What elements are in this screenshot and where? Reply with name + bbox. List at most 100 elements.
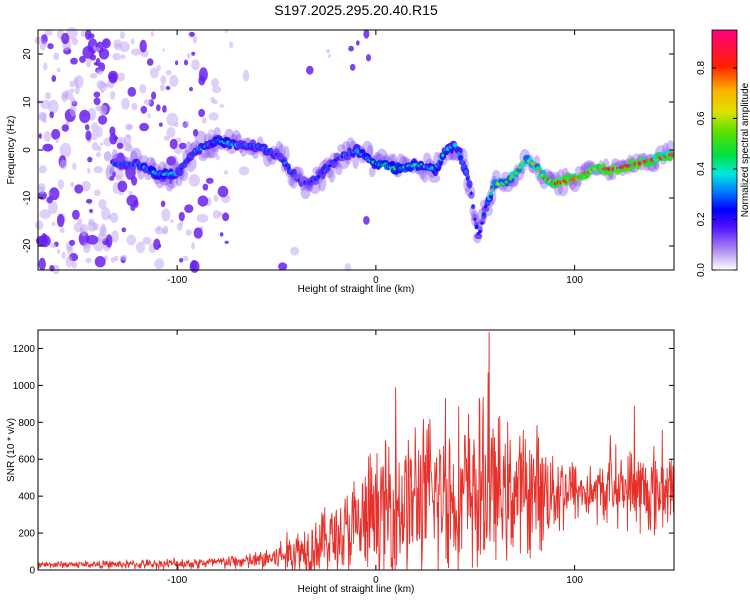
- spectrogram-noise-blob: [219, 104, 225, 108]
- spectrogram-noise-blob: [202, 183, 209, 191]
- spectrogram-noise-blob: [72, 162, 77, 170]
- spectrogram-ridge-core: [465, 176, 470, 181]
- snr-x-tick-label: 100: [566, 575, 583, 586]
- spectrogram-y-axis-label: Frequency (Hz): [6, 116, 17, 185]
- spectrogram-y-tick-label: -10: [22, 190, 33, 205]
- spectrogram-noise-blob: [112, 171, 116, 178]
- spectrogram-noise-blob: [162, 228, 168, 235]
- spectrogram-noise-blob: [53, 52, 60, 61]
- colorbar-gradient: [711, 29, 738, 271]
- spectrogram-noise-blob: [72, 209, 80, 220]
- spectrogram-noise-blob: [196, 213, 209, 223]
- snr-series-line: [37, 331, 675, 571]
- spectrogram-noise-blob: [80, 30, 86, 37]
- spectrogram-ridge-core: [491, 187, 494, 191]
- spectrogram-noise-blob: [65, 255, 73, 268]
- spectrogram-noise-blob: [169, 179, 173, 184]
- snr-y-tick-label: 0: [29, 566, 35, 577]
- spectrogram-ridge-halo: [103, 151, 112, 162]
- spectrogram-ridge-halo: [200, 149, 211, 159]
- spectrogram-ridge-halo: [175, 176, 183, 187]
- spectrogram-noise-blob: [46, 196, 53, 204]
- spectrogram-noise-blob: [82, 242, 90, 249]
- spectrogram-noise-blob: [110, 257, 116, 263]
- spectrogram-noise-blob: [160, 84, 165, 92]
- spectrogram-noise-blob: [146, 58, 154, 66]
- spectrogram-noise-blob: [95, 152, 102, 158]
- spectrogram-ridge-outer: [468, 191, 475, 199]
- spectrogram-noise-blob: [56, 213, 65, 228]
- spectrogram-noise-blob: [78, 231, 90, 246]
- spectrogram-noise-blob: [69, 239, 76, 246]
- spectrogram-x-tick-label: 100: [566, 275, 583, 286]
- spectrogram-noise-blob: [163, 135, 170, 141]
- spectrogram-ridge-outer: [474, 233, 483, 240]
- spectrogram-ridge-core: [474, 224, 479, 230]
- spectrogram-noise-blob: [328, 53, 331, 59]
- spectrogram-noise-blob: [130, 38, 135, 45]
- spectrogram-noise-blob: [111, 230, 119, 243]
- spectrogram-noise-blob: [102, 38, 111, 49]
- spectrogram-noise-blob: [89, 54, 97, 61]
- spectrogram-noise-blob: [48, 99, 59, 114]
- spectrogram-noise-blob: [176, 222, 183, 231]
- spectrogram-noise-blob: [191, 51, 196, 56]
- spectrogram-noise-blob: [98, 104, 108, 115]
- spectrogram-noise-blob: [128, 190, 133, 196]
- spectrogram-noise-blob: [222, 212, 230, 222]
- spectrogram-noise-blob: [156, 104, 161, 112]
- spectrogram-ridge-outer: [536, 166, 543, 172]
- spectrogram-noise-blob: [133, 200, 139, 208]
- spectrogram-noise-blob: [39, 209, 51, 219]
- spectrogram-noise-blob: [59, 159, 67, 170]
- spectrogram-ridge-core: [468, 183, 471, 189]
- spectrogram-noise-blob: [161, 208, 171, 222]
- spectrogram-noise-blob: [108, 72, 118, 84]
- spectrogram-noise-blob: [211, 78, 219, 88]
- spectrogram-noise-blob: [79, 109, 91, 124]
- spectrogram-noise-blob: [348, 45, 354, 52]
- spectrogram-noise-blob: [193, 227, 203, 239]
- spectrogram-noise-blob: [178, 211, 185, 222]
- spectrogram-noise-blob: [117, 72, 125, 82]
- spectrogram-noise-blob: [130, 48, 142, 56]
- spectrogram-noise-blob: [93, 189, 101, 197]
- spectrogram-noise-blob: [306, 65, 314, 75]
- colorbar-ticks: 0.0 0.2 0.4 0.6 0.8: [696, 61, 737, 277]
- snr-x-tick-label: 0: [373, 575, 379, 586]
- spectrogram-ridge-halo: [423, 152, 432, 165]
- spectrogram-noise-blob: [192, 129, 199, 137]
- spectrogram-noise-blob: [165, 85, 171, 91]
- spectrogram-noise-blob: [59, 142, 72, 158]
- spectrogram-noise-blob: [191, 59, 200, 71]
- spectrogram-noise-blob: [131, 102, 138, 111]
- spectrogram-noise-blob: [97, 232, 107, 242]
- spectrogram-noise-blob: [98, 48, 110, 60]
- spectrogram-x-axis-label: Height of straight line (km): [298, 284, 415, 295]
- spectrogram-ridge-core: [481, 212, 487, 217]
- spectrogram-noise-blob: [91, 142, 99, 151]
- spectrogram-noise-blob: [109, 176, 115, 181]
- spectrogram-noise-blob: [43, 131, 52, 142]
- spectrogram-noise-blob: [184, 59, 188, 66]
- spectrogram-noise-blob: [42, 143, 54, 152]
- spectrogram-noise-blob: [43, 62, 48, 71]
- spectrogram-noise-blob: [43, 40, 47, 47]
- spectrogram-ridge-core: [452, 143, 458, 148]
- spectrogram-noise-blob: [184, 120, 190, 128]
- spectrogram-noise-blob: [151, 91, 157, 100]
- spectrogram-noise-blob: [66, 245, 74, 255]
- spectrogram-noise-blob: [47, 43, 54, 50]
- spectrogram-noise-blob: [61, 92, 68, 103]
- spectrogram-noise-blob: [109, 133, 118, 145]
- spectrogram-noise-blob: [169, 138, 178, 150]
- spectrogram-ridge-core: [488, 192, 494, 196]
- snr-y-tick-label: 1200: [13, 344, 36, 355]
- spectrogram-noise-blob: [59, 227, 65, 234]
- spectrogram-noise-blob: [178, 142, 187, 150]
- spectrogram-noise-blob: [125, 123, 133, 131]
- spectrogram-ridge-core: [458, 155, 463, 161]
- spectrogram-noise-blob: [120, 254, 128, 261]
